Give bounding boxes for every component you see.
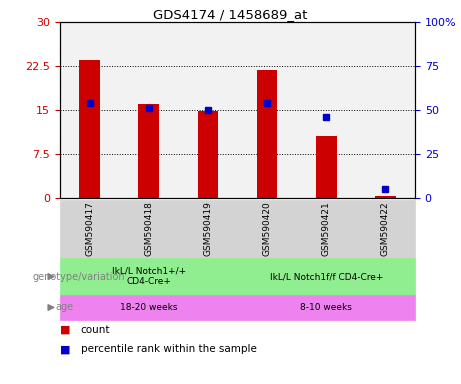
Text: GSM590421: GSM590421	[322, 202, 331, 257]
Text: age: age	[56, 303, 74, 313]
Text: GSM590418: GSM590418	[144, 202, 153, 257]
Text: ■: ■	[60, 344, 71, 354]
Bar	[257, 70, 278, 198]
Text: GSM590419: GSM590419	[203, 202, 213, 257]
Text: genotype/variation: genotype/variation	[33, 271, 125, 281]
Text: GSM590417: GSM590417	[85, 202, 94, 257]
Text: GSM590422: GSM590422	[381, 202, 390, 256]
Text: IkL/L Notch1f/f CD4-Cre+: IkL/L Notch1f/f CD4-Cre+	[270, 272, 383, 281]
Text: ■: ■	[60, 325, 71, 335]
Text: count: count	[81, 325, 110, 335]
Text: 18-20 weeks: 18-20 weeks	[120, 303, 177, 312]
Text: IkL/L Notch1+/+
CD4-Cre+: IkL/L Notch1+/+ CD4-Cre+	[112, 267, 186, 286]
Bar	[375, 196, 396, 198]
Text: GSM590420: GSM590420	[263, 202, 272, 257]
Text: GDS4174 / 1458689_at: GDS4174 / 1458689_at	[154, 8, 307, 21]
Text: 8-10 weeks: 8-10 weeks	[300, 303, 352, 312]
Bar	[316, 136, 337, 198]
Text: percentile rank within the sample: percentile rank within the sample	[81, 344, 257, 354]
Bar	[198, 111, 218, 198]
Bar	[138, 104, 159, 198]
Bar	[79, 60, 100, 198]
